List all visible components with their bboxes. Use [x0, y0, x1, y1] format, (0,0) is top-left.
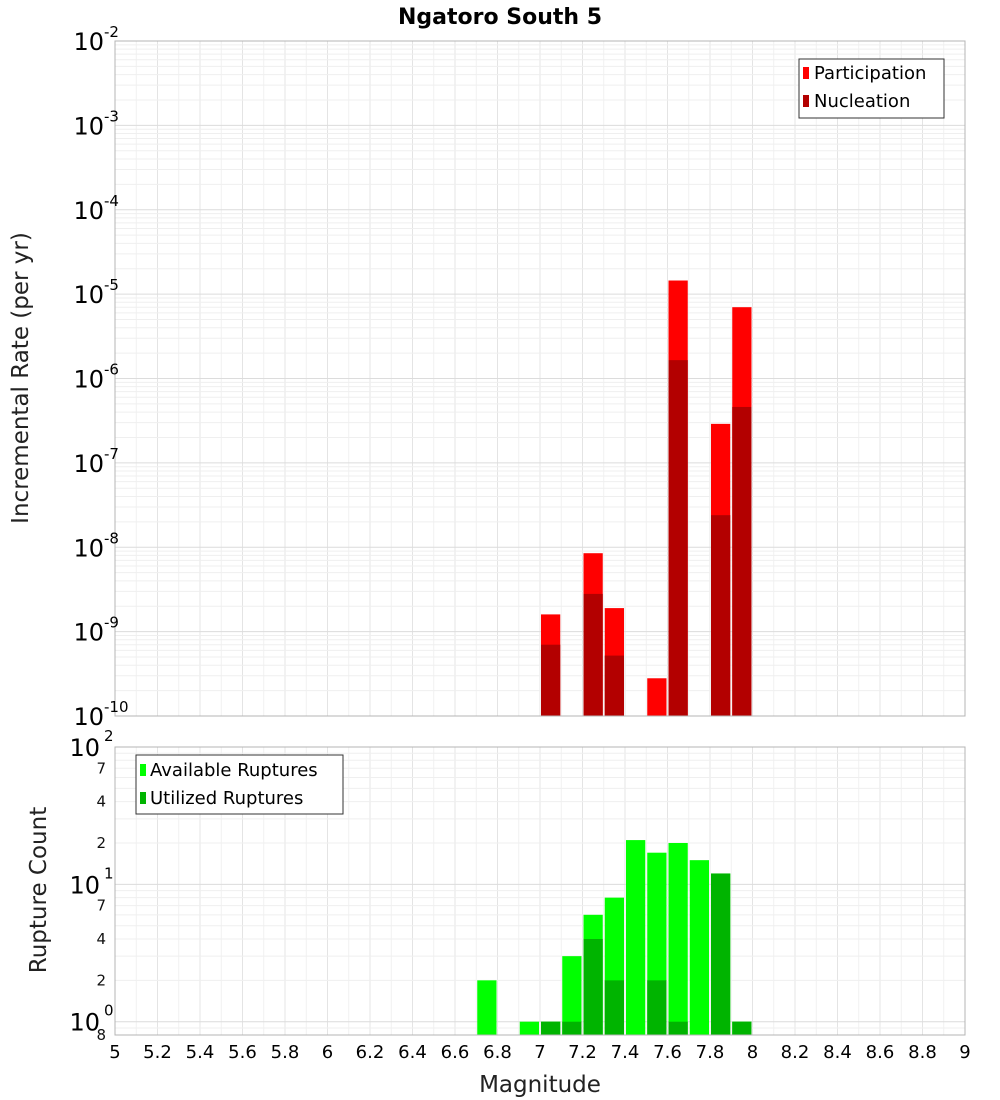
count-bar	[541, 1021, 561, 1035]
y-tick-label: 10	[73, 703, 104, 731]
rate-bar	[604, 655, 624, 716]
x-axis-ticks: 5 5.2 5.4 5.6 5.8 6 6.2 6.4 6.6 6.8 7 7.2 7.4 7.6 7.8 8…	[109, 1042, 970, 1063]
y-tick-label: 10	[73, 28, 104, 56]
x-tick-label: 5.8	[271, 1042, 300, 1063]
plot-frame	[114, 746, 966, 1036]
x-tick-label: 6.6	[441, 1042, 470, 1063]
y-tick-exponent: -7	[104, 445, 119, 463]
x-tick-label: 5.2	[143, 1042, 172, 1063]
x-tick-label: 8.4	[823, 1042, 852, 1063]
x-tick-label: 8	[747, 1042, 758, 1063]
y-tick-exponent: -9	[104, 614, 119, 632]
y-tick-exponent: -5	[104, 276, 119, 294]
x-tick-label: 9	[959, 1042, 970, 1063]
x-tick-label: 7.8	[696, 1042, 725, 1063]
x-tick-label: 8.8	[908, 1042, 937, 1063]
rate-bar	[541, 644, 561, 716]
y-tick-exponent: -4	[104, 192, 119, 210]
legend-label: Utilized Ruptures	[150, 788, 303, 809]
y-tick-minor-label: 4	[96, 793, 106, 811]
count-bar	[519, 1021, 539, 1035]
legend-swatch	[803, 67, 809, 79]
y-tick-exponent: -8	[104, 529, 119, 547]
y-tick-minor-label: 7	[96, 897, 106, 915]
x-tick-label: 8.2	[781, 1042, 810, 1063]
legend-box	[135, 754, 344, 815]
y-tick-exponent: 0	[104, 1002, 114, 1020]
y-tick-label: 10	[73, 619, 104, 647]
y-tick-label: 10	[73, 366, 104, 394]
count-bar	[604, 980, 624, 1035]
count-bar	[647, 980, 667, 1035]
count-bar	[477, 980, 497, 1035]
legend-label: Nucleation	[814, 91, 910, 112]
y-tick-exponent: -2	[104, 23, 119, 41]
y-tick-minor-label: 2	[96, 834, 106, 852]
y-tick-exponent: 1	[104, 864, 114, 882]
bottom-y-axis-title: Rupture Count	[26, 807, 52, 973]
legend-swatch	[140, 792, 146, 804]
x-axis-title: Magnitude	[479, 1072, 601, 1098]
count-bar	[626, 840, 646, 1035]
count-bar	[689, 860, 709, 1035]
count-bar	[583, 939, 603, 1035]
y-tick-label: 10	[73, 281, 104, 309]
y-tick-label: 10	[73, 112, 104, 140]
legend-box	[798, 58, 945, 119]
y-tick-label: 10	[69, 1009, 100, 1037]
rate-bar	[583, 593, 603, 716]
rate-bar	[647, 678, 667, 716]
count-bar	[562, 956, 582, 1035]
y-tick-exponent: -10	[104, 698, 129, 716]
top-y-axis-title: Incremental Rate (per yr)	[8, 232, 34, 524]
x-tick-label: 5.6	[228, 1042, 257, 1063]
rate-bar	[732, 406, 752, 716]
x-tick-label: 6.8	[483, 1042, 512, 1063]
legend-swatch	[140, 764, 146, 776]
y-tick-exponent: -6	[104, 361, 119, 379]
y-tick-minor-label: 8	[96, 1026, 106, 1044]
y-tick-minor-label: 4	[96, 930, 106, 948]
y-tick-label: 10	[69, 734, 100, 762]
x-tick-label: 8.6	[866, 1042, 895, 1063]
y-tick-exponent: -3	[104, 107, 119, 125]
count-bar	[732, 1021, 752, 1035]
y-tick-exponent: 2	[104, 727, 114, 745]
x-tick-label: 6.2	[356, 1042, 385, 1063]
y-tick-label: 10	[73, 197, 104, 225]
y-tick-label: 10	[73, 450, 104, 478]
y-tick-label: 10	[69, 871, 100, 899]
x-tick-label: 5.4	[186, 1042, 215, 1063]
legend-label: Available Ruptures	[150, 760, 318, 781]
chart-title: Ngatoro South 5	[398, 5, 602, 30]
x-tick-label: 7.2	[568, 1042, 597, 1063]
y-tick-minor-label: 2	[96, 971, 106, 989]
y-tick-label: 10	[73, 534, 104, 562]
rate-bar	[668, 360, 688, 716]
x-tick-label: 6.4	[398, 1042, 427, 1063]
rate-plot: 10-210-310-410-510-610-710-810-910 -10Par…	[73, 23, 966, 731]
rate-legend: Participation Nucleation	[798, 58, 945, 119]
legend-swatch	[803, 95, 809, 107]
count-legend: Available Ruptures Utilized Ruptures	[135, 754, 344, 815]
count-bar	[668, 1021, 688, 1035]
x-tick-label: 5	[109, 1042, 120, 1063]
legend-label: Participation	[814, 63, 926, 84]
y-tick-minor-label: 7	[96, 759, 106, 777]
x-tick-label: 7.4	[611, 1042, 640, 1063]
plot-frame	[114, 40, 966, 717]
x-tick-label: 7	[534, 1042, 545, 1063]
count-bar	[668, 843, 688, 1035]
x-tick-label: 7.6	[653, 1042, 682, 1063]
rate-bar	[711, 515, 731, 716]
count-bar	[562, 1021, 582, 1035]
count-bar	[711, 873, 731, 1035]
x-tick-label: 6	[322, 1042, 333, 1063]
